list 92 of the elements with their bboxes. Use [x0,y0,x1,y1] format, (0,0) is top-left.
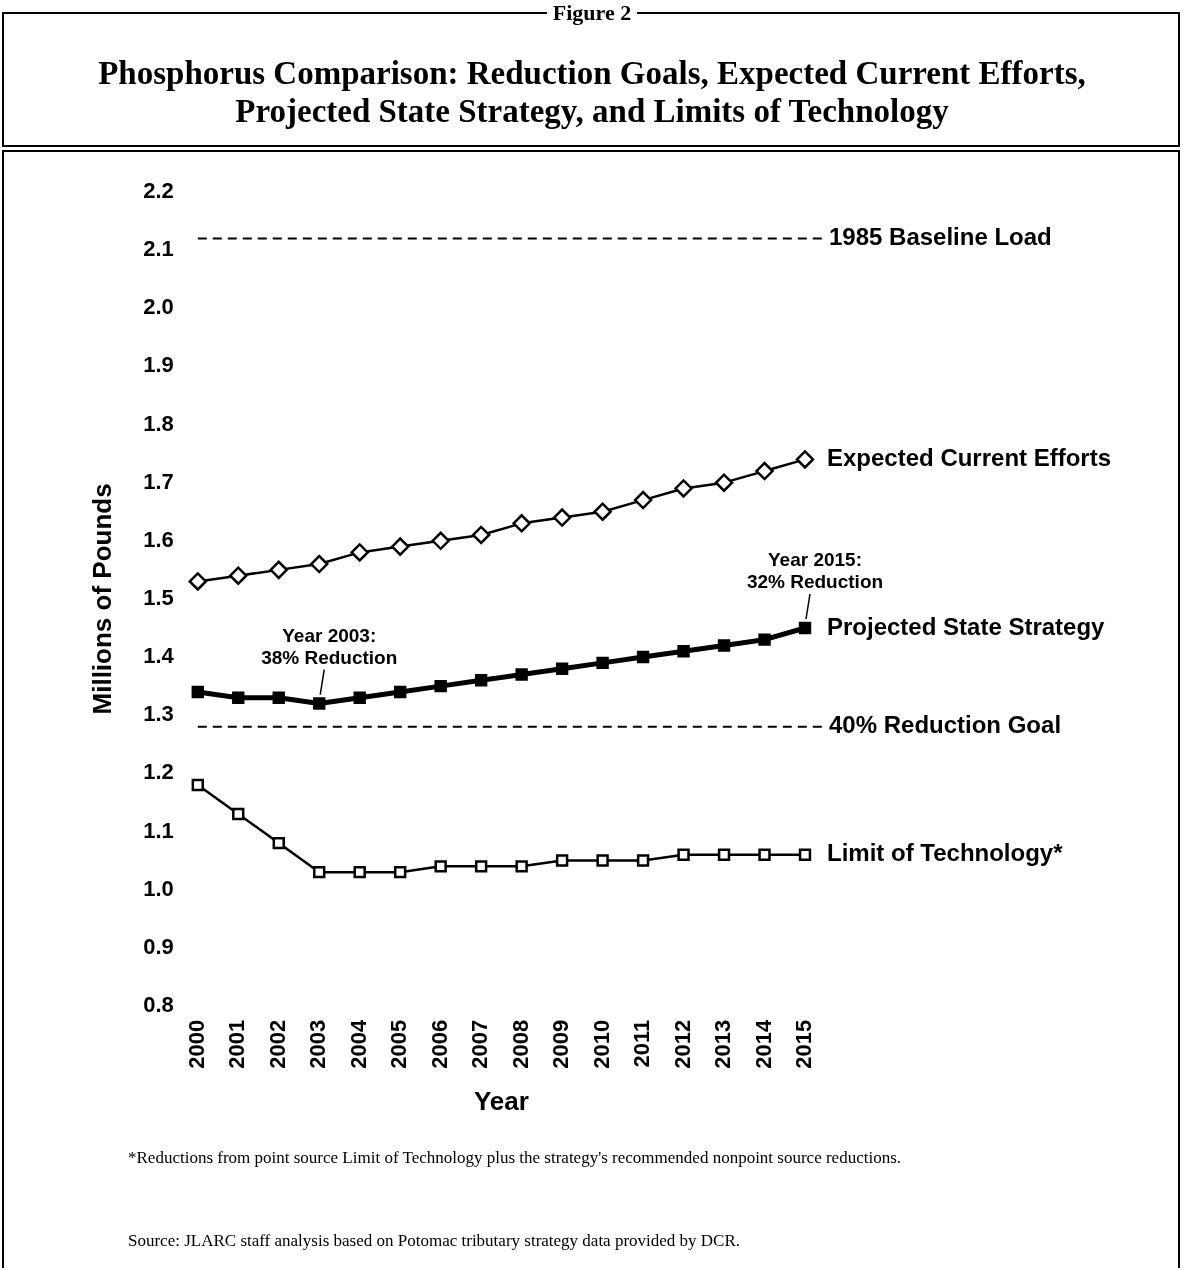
x-axis-title: Year [473,1085,529,1116]
x-tick-label: 2001 [224,1019,250,1069]
x-tick-label: 2000 [183,1019,209,1069]
point [633,490,653,510]
point [596,656,609,670]
point [758,848,771,861]
point [272,691,285,704]
source-note: Source: JLARC staff analysis based on Potomac tributary strategy data provided by DCR. [128,1231,742,1251]
point [636,650,650,664]
point [471,525,491,545]
y-tick-label: 1.4 [143,643,175,669]
x-tick-label: 2012 [669,1019,695,1069]
y-tick-label: 0.8 [143,991,174,1017]
y-tick-label: 1.8 [143,410,174,436]
x-tick-label: 2014 [750,1019,776,1069]
point [674,479,693,498]
point [393,865,407,879]
x-tick-label: 2004 [345,1019,371,1069]
point [552,508,572,527]
x-tick-label: 2002 [264,1019,290,1069]
point [795,450,815,469]
point [555,854,569,867]
x-tick-label: 2010 [588,1019,614,1069]
point [593,502,612,521]
ref-line-label: 40% Reduction Goal [829,711,1062,739]
point [191,778,204,792]
point [353,865,366,879]
point [555,662,569,675]
point [515,860,528,873]
point [188,572,208,591]
point [798,848,812,861]
y-tick-label: 2.0 [143,294,174,320]
point [717,848,731,861]
annotation: Year 2015: 32% Reduction [746,549,884,592]
point [798,621,812,635]
point [714,473,734,492]
point [390,537,410,556]
point [636,854,650,867]
y-tick-label: 1.6 [143,526,174,552]
chart-subtitle: Figure 2 [546,0,638,25]
point [313,865,326,879]
point [677,645,690,658]
point [350,543,369,562]
y-tick-label: 1.3 [143,701,174,727]
point [474,674,488,687]
point [434,860,447,873]
x-tick-label: 2011 [629,1019,655,1068]
annotation: Year 2003: 38% Reduction [261,624,398,668]
y-tick-label: 1.1 [143,817,174,843]
y-tick-label: 1.2 [143,759,174,785]
x-tick-label: 2005 [386,1019,412,1069]
point [309,554,329,574]
point [191,685,204,699]
series-label: Expected Current Efforts [827,444,1112,472]
x-tick-label: 2003 [305,1019,331,1069]
y-tick-label: 2.2 [143,178,174,204]
point [269,560,288,580]
y-tick-label: 1.9 [143,352,174,378]
point [353,691,366,704]
y-tick-label: 1.0 [143,875,174,901]
point [313,697,326,710]
y-tick-label: 2.1 [143,236,174,262]
point [474,860,488,873]
legend-label: Projected State Strategy [827,612,1106,640]
point [232,691,245,704]
ref-line-label: 1985 Baseline Load [829,223,1052,251]
point [515,668,528,681]
point [677,848,690,861]
point [512,514,531,533]
x-tick-label: 2015 [791,1019,817,1069]
point [229,566,248,585]
y-tick-label: 1.7 [143,468,174,494]
x-tick-label: 2006 [426,1019,452,1069]
point [393,685,407,699]
point [758,633,771,646]
y-axis-title: Millions of Pounds [86,483,117,715]
series-label: Limit of Technology* [827,839,1064,867]
x-tick-label: 2013 [710,1019,736,1069]
x-tick-label: 2008 [507,1019,533,1069]
x-tick-label: 2009 [548,1019,574,1069]
point [272,836,285,850]
point [717,639,731,652]
point [232,807,245,821]
x-tick-label: 2007 [467,1019,493,1069]
text: *Reductions from point source Limit of Technology plus the strategy's recommended nonpoint source reductions. [128,1148,902,1168]
point [755,461,774,481]
y-tick-label: 1.5 [143,584,174,610]
point [434,679,447,693]
point [431,531,450,551]
point [596,854,609,867]
chart-title: Phosphorus Comparison: Reduction Goals, Expected Current Efforts, Projected State Strategy, and Limits of Technology [97,54,1087,130]
y-tick-label: 0.9 [143,933,174,959]
